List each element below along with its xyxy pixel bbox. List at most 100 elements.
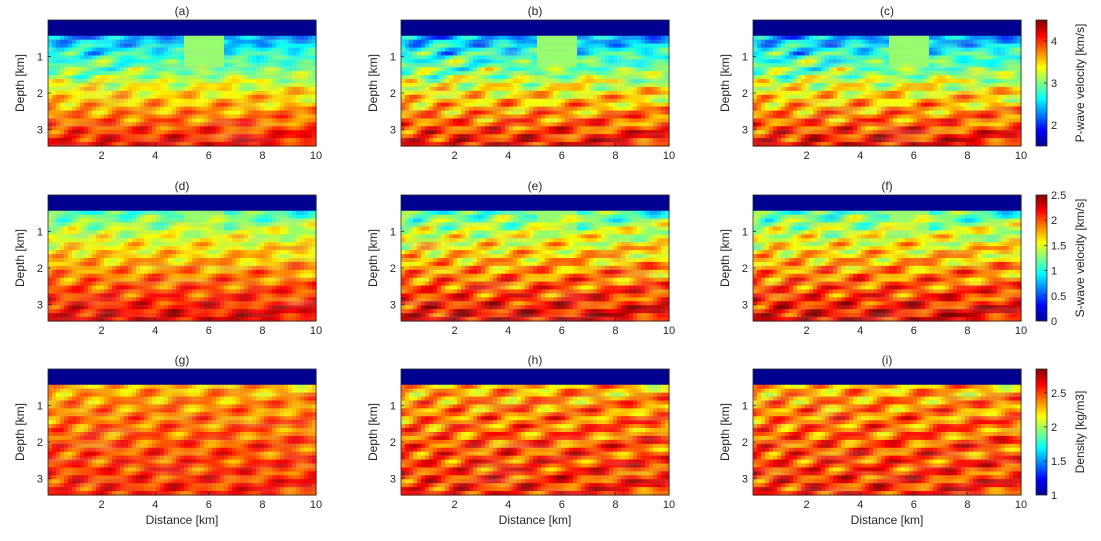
x-tick-label: 6	[206, 499, 212, 511]
x-tick-label: 8	[612, 499, 618, 511]
x-tick-label: 8	[964, 499, 970, 511]
panel-title: (f)	[881, 179, 892, 193]
panel-title: (d)	[175, 179, 190, 193]
x-tick-label: 8	[612, 150, 618, 162]
colorbar-tick-label: 1	[1051, 266, 1057, 278]
colorbar-tick-label: 2	[1051, 215, 1057, 227]
colorbar-label: S-wave velocity [km/s]	[1073, 199, 1087, 318]
colorbar-tick-label: 0.5	[1051, 291, 1066, 303]
colorbar-gradient	[1035, 194, 1048, 322]
x-tick-label: 10	[1015, 499, 1027, 511]
y-tick-label: 1	[390, 401, 396, 413]
colorbar-tick-label: 1.5	[1051, 240, 1066, 252]
x-tick-label: 2	[452, 325, 458, 337]
y-tick-label: 1	[37, 52, 43, 64]
x-tick-label: 10	[663, 325, 675, 337]
x-tick-label: 10	[310, 325, 322, 337]
x-tick-label: 8	[612, 325, 618, 337]
y-tick-label: 2	[742, 88, 748, 100]
x-tick-label: 10	[663, 499, 675, 511]
y-tick-label: 3	[37, 474, 43, 486]
axes-frame	[752, 194, 1022, 322]
y-tick-label: 1	[742, 401, 748, 413]
y-tick-label: 2	[390, 88, 396, 100]
x-axis-label: Distance [km]	[499, 513, 572, 527]
x-tick-label: 4	[505, 325, 511, 337]
x-tick-label: 2	[99, 499, 105, 511]
colorbar-rho: 1 1.5 2 2.5 Density [kg/m3]	[1035, 368, 1087, 502]
texture-overlay	[753, 385, 1021, 495]
x-tick-label: 6	[206, 150, 212, 162]
y-axis-label: Depth [km]	[718, 54, 732, 112]
x-tick-label: 6	[911, 499, 917, 511]
colorbar-tick-label: 3	[1051, 78, 1057, 90]
y-axis-label: Depth [km]	[718, 229, 732, 287]
y-tick-label: 1	[390, 227, 396, 239]
texture-overlay	[48, 385, 316, 495]
axes-frame	[752, 19, 1022, 147]
y-axis-label: Depth [km]	[13, 403, 27, 461]
x-tick-label: 8	[964, 325, 970, 337]
y-tick-label: 3	[390, 300, 396, 312]
texture-overlay	[48, 36, 316, 146]
x-tick-label: 2	[804, 499, 810, 511]
y-tick-label: 3	[37, 300, 43, 312]
colorbar-tick-label: 1	[1051, 490, 1057, 502]
y-tick-label: 3	[37, 125, 43, 137]
x-tick-label: 4	[152, 499, 158, 511]
colorbar-tick-label: 2	[1051, 422, 1057, 434]
x-axis-label: Distance [km]	[146, 513, 219, 527]
y-axis-label: Depth [km]	[366, 229, 380, 287]
y-tick-label: 3	[390, 125, 396, 137]
x-tick-label: 8	[259, 499, 265, 511]
x-tick-label: 4	[152, 325, 158, 337]
colorbar-label: P-wave velocity [km/s]	[1073, 24, 1087, 143]
x-tick-label: 8	[964, 150, 970, 162]
panel-title: (e)	[528, 179, 543, 193]
axes-frame	[400, 194, 670, 322]
y-tick-label: 1	[742, 227, 748, 239]
x-tick-label: 2	[452, 150, 458, 162]
axes-frame	[47, 368, 317, 496]
y-tick-label: 2	[37, 88, 43, 100]
panel-title: (g)	[175, 353, 190, 367]
colorbar-label: Density [kg/m3]	[1073, 391, 1087, 474]
colorbar-tick-label: 4	[1051, 36, 1057, 48]
texture-overlay	[401, 36, 669, 146]
axes-frame	[400, 368, 670, 496]
colorbar-gradient	[1035, 368, 1048, 496]
x-tick-label: 2	[452, 499, 458, 511]
y-axis-label: Depth [km]	[13, 54, 27, 112]
y-tick-label: 3	[742, 125, 748, 137]
y-axis-label: Depth [km]	[718, 403, 732, 461]
x-tick-label: 10	[663, 150, 675, 162]
x-axis-label: Distance [km]	[851, 513, 924, 527]
x-tick-label: 6	[559, 499, 565, 511]
x-tick-label: 10	[1015, 325, 1027, 337]
x-tick-label: 2	[804, 325, 810, 337]
x-tick-label: 4	[505, 150, 511, 162]
x-tick-label: 4	[505, 499, 511, 511]
x-tick-label: 6	[559, 150, 565, 162]
x-tick-label: 10	[310, 499, 322, 511]
y-tick-label: 2	[742, 437, 748, 449]
y-tick-label: 2	[390, 263, 396, 275]
colorbar-tick-label: 1.5	[1051, 456, 1066, 468]
y-tick-label: 1	[390, 52, 396, 64]
panel-title: (b)	[528, 4, 543, 18]
panel-title: (a)	[175, 4, 190, 18]
y-tick-label: 1	[37, 401, 43, 413]
x-tick-label: 4	[857, 150, 863, 162]
texture-overlay	[48, 211, 316, 321]
colorbars: 2 3 4 P-wave velocity [km/s] 0 0.5 1 1.5 2 2.5 S-w…	[1035, 19, 1087, 502]
axes-frame	[400, 19, 670, 147]
y-axis-label: Depth [km]	[366, 54, 380, 112]
axes-frame	[47, 194, 317, 322]
y-axis-label: Depth [km]	[366, 403, 380, 461]
